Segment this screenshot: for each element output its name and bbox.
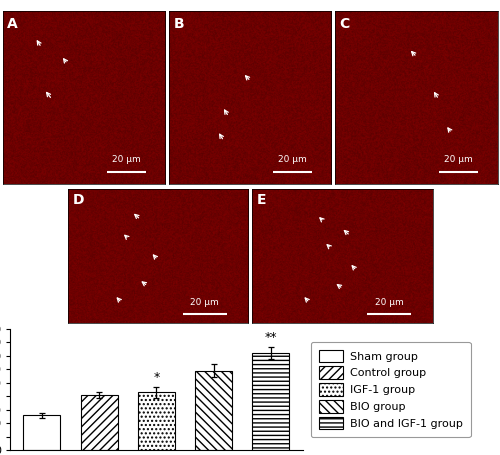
Bar (195, 370, 232, 450)
Legend: Sham group, Control group, IGF-1 group, BIO group, BIO and IGF-1 group: Sham group, Control group, IGF-1 group, … (311, 342, 470, 437)
Text: 20 μm: 20 μm (375, 298, 404, 307)
Text: **: ** (264, 331, 277, 344)
Bar (252, 353, 290, 450)
Text: A: A (8, 16, 18, 30)
Bar (24, 415, 60, 450)
Text: D: D (73, 193, 85, 207)
Text: *: * (153, 371, 160, 384)
Text: 20 μm: 20 μm (190, 298, 219, 307)
Bar (138, 392, 175, 450)
Text: B: B (174, 16, 184, 30)
Text: E: E (257, 193, 266, 207)
Bar (80, 395, 118, 450)
Text: 20 μm: 20 μm (278, 155, 306, 163)
Text: 20 μm: 20 μm (112, 155, 140, 163)
Text: 20 μm: 20 μm (444, 155, 473, 163)
Text: C: C (340, 16, 350, 30)
